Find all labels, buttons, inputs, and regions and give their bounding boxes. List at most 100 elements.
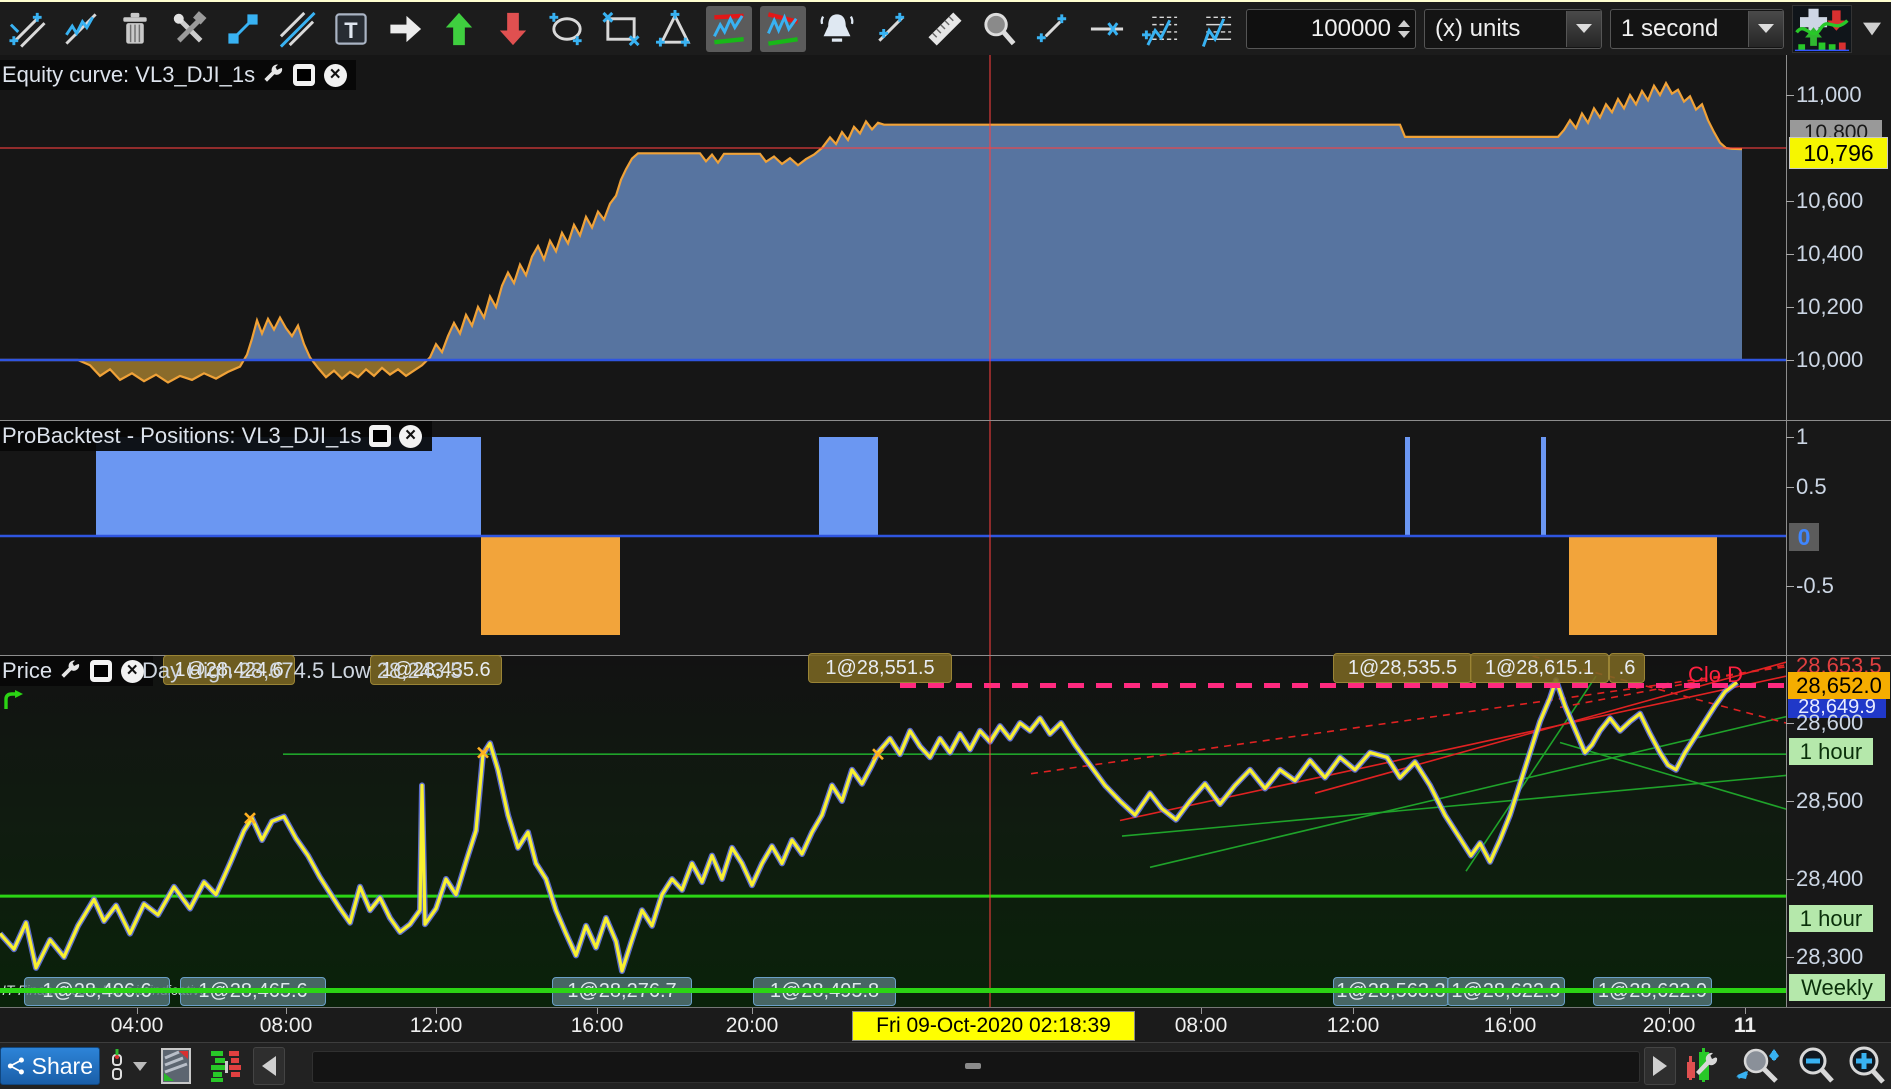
- time-axis-label: 20:00: [725, 1014, 779, 1037]
- triangle-button[interactable]: [652, 6, 698, 52]
- share-button[interactable]: Share: [0, 1047, 100, 1085]
- indicator-menu-button[interactable]: [1860, 6, 1884, 52]
- equity-settings-button[interactable]: [260, 62, 286, 88]
- arrow-right-button[interactable]: [382, 6, 428, 52]
- axis-tick: [1786, 360, 1794, 361]
- arrow-left-icon: [262, 1056, 276, 1076]
- trash-icon: [123, 12, 147, 44]
- time-axis-tick: [436, 1008, 437, 1014]
- resize-button[interactable]: [220, 6, 266, 52]
- zoom-tool-button[interactable]: [976, 6, 1022, 52]
- rectangle-button[interactable]: [598, 6, 644, 52]
- units-dropdown[interactable]: (x) units: [1424, 8, 1602, 49]
- text-icon: T: [335, 12, 367, 45]
- alert-bell-icon: [820, 13, 854, 42]
- price-axis-label: 28,400: [1796, 866, 1864, 891]
- timeframe-dropdown[interactable]: 1 second: [1610, 8, 1784, 49]
- spinner-up-icon[interactable]: [1398, 19, 1410, 27]
- zoom-out-button[interactable]: [1796, 1047, 1836, 1085]
- time-axis-tick: [752, 1008, 753, 1014]
- time-axis[interactable]: Fri 09-Oct-2020 02:18:39 04:00 08:00 12:00…: [0, 1007, 1891, 1043]
- axis-tick: [1786, 723, 1794, 724]
- chart-scrollbar[interactable]: [312, 1051, 1640, 1083]
- parallel-lines-button[interactable]: [274, 6, 320, 52]
- wrench-icon: [264, 64, 283, 82]
- channel-zigzag-up-button[interactable]: [706, 5, 752, 52]
- weekly-level-line: [0, 988, 1786, 993]
- day-high-low-info: Day High 28,674.5 Low 28,243.5: [142, 658, 463, 683]
- arrow-down-icon: [499, 12, 527, 45]
- axis-tick: [1786, 307, 1794, 308]
- zoom-fit-button[interactable]: [1732, 1047, 1788, 1085]
- panel-separator[interactable]: [0, 420, 1891, 421]
- positions-close-button[interactable]: ×: [398, 423, 424, 449]
- time-axis-tick: [137, 1008, 138, 1014]
- zoom-out-icon: [1799, 1047, 1834, 1083]
- axis-tick: [1786, 95, 1794, 96]
- time-axis-tick: [597, 1008, 598, 1014]
- crosshair-date-label: Fri 09-Oct-2020 02:18:39: [852, 1011, 1135, 1041]
- price-settings-button[interactable]: [57, 658, 83, 684]
- scroll-left-button[interactable]: [253, 1047, 285, 1085]
- quantity-input[interactable]: [1247, 13, 1393, 44]
- price-current-price-label: 28,652.0: [1788, 672, 1890, 699]
- orderbook-button[interactable]: [208, 1047, 244, 1085]
- timeframe-dropdown-caret[interactable]: [1748, 10, 1783, 47]
- report-button[interactable]: [158, 1047, 194, 1085]
- scroll-right-button[interactable]: [1644, 1047, 1676, 1085]
- price-panel-background: [0, 655, 1786, 1007]
- time-axis-label: 08:00: [259, 1014, 313, 1037]
- orderbook-icon: [211, 1051, 241, 1082]
- ellipse-button[interactable]: [544, 6, 590, 52]
- fibonacci-levels-button[interactable]: [1192, 6, 1238, 52]
- trendline-point-button[interactable]: [868, 6, 914, 52]
- bottom-bar: Share: [0, 1042, 1891, 1089]
- entry-price-label: 1@28,424.6: [163, 655, 295, 685]
- positions-zero-label: 0: [1789, 523, 1819, 551]
- trend-lines-button[interactable]: [4, 6, 50, 52]
- add-indicator-button[interactable]: [1792, 4, 1852, 53]
- triangle-icon: [656, 9, 691, 47]
- zigzag-trend-button[interactable]: [58, 6, 104, 52]
- price-axis-label: 28,300: [1796, 944, 1864, 969]
- channel-zigzag-down-button[interactable]: [760, 5, 806, 52]
- resize-icon: [228, 13, 258, 44]
- time-axis-label: 12:00: [1326, 1014, 1380, 1037]
- positions-maximize-button[interactable]: [367, 423, 393, 449]
- fibonacci-levels-icon: [1201, 16, 1232, 47]
- arrow-up-button[interactable]: [436, 6, 482, 52]
- positions-axis-label: 1: [1796, 424, 1809, 449]
- close-icon: ×: [399, 424, 422, 448]
- arrow-right-icon: [1653, 1056, 1667, 1076]
- arrow-down-button[interactable]: [490, 6, 536, 52]
- units-dropdown-caret[interactable]: [1566, 10, 1601, 47]
- zoom-fit-icon: [1736, 1048, 1779, 1083]
- chart-options-button[interactable]: [1684, 1047, 1720, 1085]
- equity-maximize-button[interactable]: [291, 62, 317, 88]
- chart-style-button[interactable]: [104, 1047, 140, 1085]
- price-maximize-button[interactable]: [88, 658, 114, 684]
- segment-button[interactable]: [1030, 6, 1076, 52]
- zigzag-trend-icon: [65, 12, 97, 45]
- alert-bell-button[interactable]: [814, 6, 860, 52]
- fibonacci-retracement-button[interactable]: [1138, 6, 1184, 52]
- settings-tools-button[interactable]: [166, 6, 212, 52]
- positions-panel-title-label: ProBacktest - Positions: VL3_DJI_1s: [2, 423, 362, 448]
- text-button[interactable]: T: [328, 6, 374, 52]
- chart-style-caret[interactable]: [130, 1047, 150, 1085]
- quantity-spinner[interactable]: [1393, 19, 1415, 38]
- equity-axis-label: 10,400: [1796, 241, 1864, 266]
- delete-button[interactable]: [112, 6, 158, 52]
- spinner-down-icon[interactable]: [1398, 30, 1410, 38]
- ruler-button[interactable]: [922, 6, 968, 52]
- scroll-back-icon[interactable]: [2, 690, 24, 717]
- price-close-button[interactable]: ×: [119, 658, 145, 684]
- scrollbar-thumb[interactable]: [965, 1063, 981, 1069]
- zoom-in-button[interactable]: [1844, 1046, 1888, 1085]
- equity-crosshair-price-label: 10,796: [1789, 137, 1888, 169]
- time-axis-tick: [286, 1008, 287, 1014]
- equity-close-button[interactable]: ×: [322, 62, 348, 88]
- equity-panel-title-label: Equity curve: VL3_DJI_1s: [2, 62, 256, 87]
- horizontal-line-button[interactable]: [1084, 6, 1130, 52]
- time-axis-label: 16:00: [1483, 1014, 1537, 1037]
